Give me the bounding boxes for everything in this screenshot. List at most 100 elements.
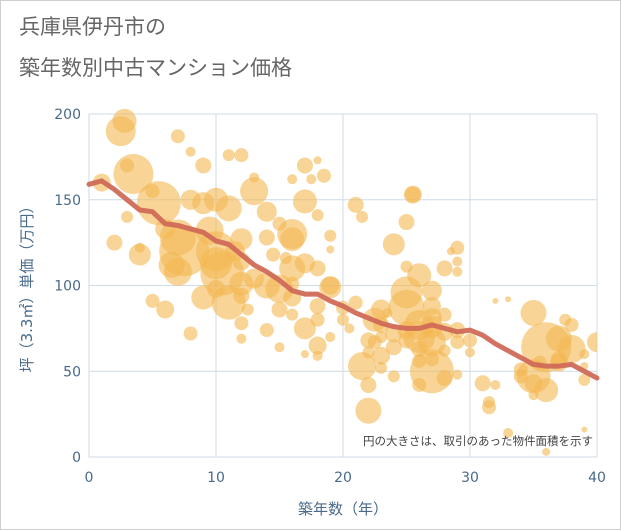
data-bubble	[234, 148, 249, 163]
data-bubble	[316, 168, 331, 183]
data-bubble	[587, 332, 597, 353]
data-bubble	[356, 210, 369, 223]
data-bubble	[236, 333, 247, 344]
data-bubble	[348, 352, 377, 381]
data-bubble	[324, 229, 337, 242]
data-bubble	[325, 331, 336, 342]
data-bubble	[534, 378, 559, 403]
bubble-size-note: 円の大きさは、取引のあった物件面積を示す	[363, 434, 593, 448]
data-bubble	[134, 242, 145, 253]
x-tick-label: 0	[85, 470, 94, 486]
data-bubble	[296, 157, 313, 174]
data-bubble	[347, 196, 364, 213]
data-bubble	[398, 214, 415, 231]
data-bubble	[387, 370, 400, 383]
data-bubble	[230, 228, 253, 251]
data-bubble	[136, 181, 181, 226]
data-bubble	[503, 427, 514, 438]
data-bubble	[249, 172, 260, 183]
data-bubble	[326, 245, 335, 254]
data-bubble	[241, 303, 254, 316]
data-bubble	[375, 361, 388, 374]
data-bubble	[310, 312, 325, 327]
data-bubble	[313, 156, 322, 165]
data-bubble	[362, 346, 375, 359]
x-axis-title: 築年数（年）	[298, 500, 388, 518]
data-bubble	[542, 447, 551, 456]
data-bubble	[452, 266, 463, 277]
data-bubble	[321, 276, 340, 295]
data-bubble	[240, 177, 269, 206]
data-bubble	[337, 313, 349, 326]
data-bubble	[372, 346, 391, 365]
data-bubble	[292, 189, 317, 214]
tick-layer: 0 10 20 30 40 0 50 100 150 200	[54, 107, 606, 486]
data-bubble	[309, 298, 326, 315]
data-bubble	[306, 174, 317, 185]
data-bubble	[222, 149, 235, 162]
data-bubble	[170, 129, 185, 144]
data-bubble	[311, 209, 324, 222]
data-bubble	[234, 316, 249, 331]
data-bubble	[309, 260, 326, 277]
data-bubble	[578, 373, 591, 386]
data-bubble	[128, 243, 151, 266]
data-bubble	[437, 307, 452, 322]
data-bubble	[452, 369, 463, 380]
data-bubble	[474, 375, 491, 392]
x-tick-label: 30	[461, 470, 479, 486]
data-bubble	[557, 334, 586, 363]
data-bubble	[266, 247, 281, 262]
data-bubble	[145, 293, 160, 308]
data-bubble	[492, 297, 499, 304]
data-bubble	[185, 146, 196, 157]
chart-title-line1: 兵庫県伊丹市の	[19, 15, 166, 39]
data-bubble	[360, 376, 377, 393]
data-bubble	[438, 344, 451, 357]
grid-layer	[88, 113, 598, 458]
bubble-layer	[92, 108, 597, 456]
data-bubble	[520, 299, 547, 326]
data-bubble	[183, 326, 198, 341]
data-bubble	[300, 350, 309, 359]
data-bubble	[312, 350, 323, 361]
data-bubble	[581, 426, 588, 433]
data-bubble	[195, 157, 212, 174]
data-bubble	[382, 233, 405, 256]
y-tick-label: 0	[72, 450, 81, 466]
data-bubble	[505, 296, 512, 303]
data-bubble	[121, 210, 134, 223]
data-bubble	[308, 336, 327, 355]
data-bubble	[450, 335, 465, 350]
data-bubble	[564, 317, 579, 332]
y-tick-label: 50	[63, 364, 81, 380]
data-bubble	[452, 256, 463, 267]
data-bubble	[159, 226, 210, 277]
data-bubble	[450, 240, 465, 255]
data-bubble	[407, 263, 432, 288]
data-bubble	[112, 108, 137, 133]
data-bubble	[156, 300, 175, 319]
data-bubble	[436, 260, 453, 277]
data-bubble	[256, 201, 277, 222]
data-bubble	[280, 227, 305, 252]
chart-title-line2: 築年数別中古マンション価格	[19, 56, 292, 80]
data-bubble	[490, 379, 501, 390]
data-bubble	[274, 342, 285, 353]
data-bubble	[421, 280, 442, 301]
data-bubble	[344, 323, 355, 334]
x-tick-label: 10	[207, 470, 225, 486]
y-tick-label: 150	[54, 193, 81, 209]
x-tick-label: 40	[588, 470, 606, 486]
data-bubble	[482, 400, 497, 415]
data-bubble	[259, 323, 274, 338]
data-bubble	[271, 301, 288, 318]
trend-layer	[86, 178, 600, 381]
data-bubble	[106, 234, 123, 251]
data-bubble	[233, 287, 250, 304]
data-bubble	[355, 397, 382, 424]
data-bubble	[348, 295, 363, 310]
data-bubble	[293, 317, 316, 340]
